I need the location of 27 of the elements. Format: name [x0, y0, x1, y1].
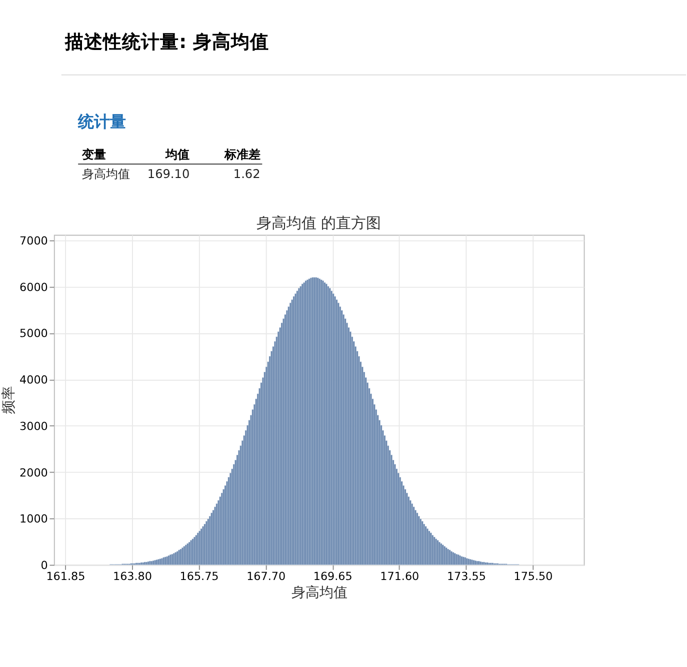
y-tick-label: 2000	[20, 466, 48, 480]
y-tick-label: 6000	[20, 280, 48, 294]
text: 变量	[80, 148, 106, 162]
x-tick-label: 175.50	[514, 570, 553, 584]
y-tick-label: 7000	[20, 234, 48, 248]
x-tick-label: 169.65	[313, 570, 352, 584]
text: 169.10	[147, 167, 190, 182]
text: 身高均值	[82, 167, 130, 182]
x-tick-label: 161.85	[46, 570, 86, 584]
y-tick-label: 0	[40, 558, 48, 572]
x-tick-label: 163.80	[112, 570, 152, 584]
y-tick-label: 4000	[20, 374, 48, 387]
text: 标准差	[223, 148, 260, 162]
x-tick-label: 173.55	[446, 570, 486, 584]
y-tick-label: 1000	[20, 512, 48, 526]
text: 1.62	[233, 167, 260, 182]
chart-title: 身高均值 的直方图	[256, 214, 382, 232]
x-tick-label: 165.75	[180, 570, 219, 584]
x-axis-title: 身高均值	[291, 584, 348, 601]
y-tick-label: 3000	[20, 420, 48, 433]
text: 描述性统计量: 身高均值	[64, 30, 269, 53]
text: 均值	[164, 148, 190, 162]
y-tick-label: 5000	[20, 327, 48, 340]
text: 统计量	[77, 112, 126, 131]
x-tick-label: 167.70	[246, 570, 286, 584]
y-axis-title: 频率	[0, 386, 17, 414]
x-tick-label: 171.60	[380, 570, 420, 584]
